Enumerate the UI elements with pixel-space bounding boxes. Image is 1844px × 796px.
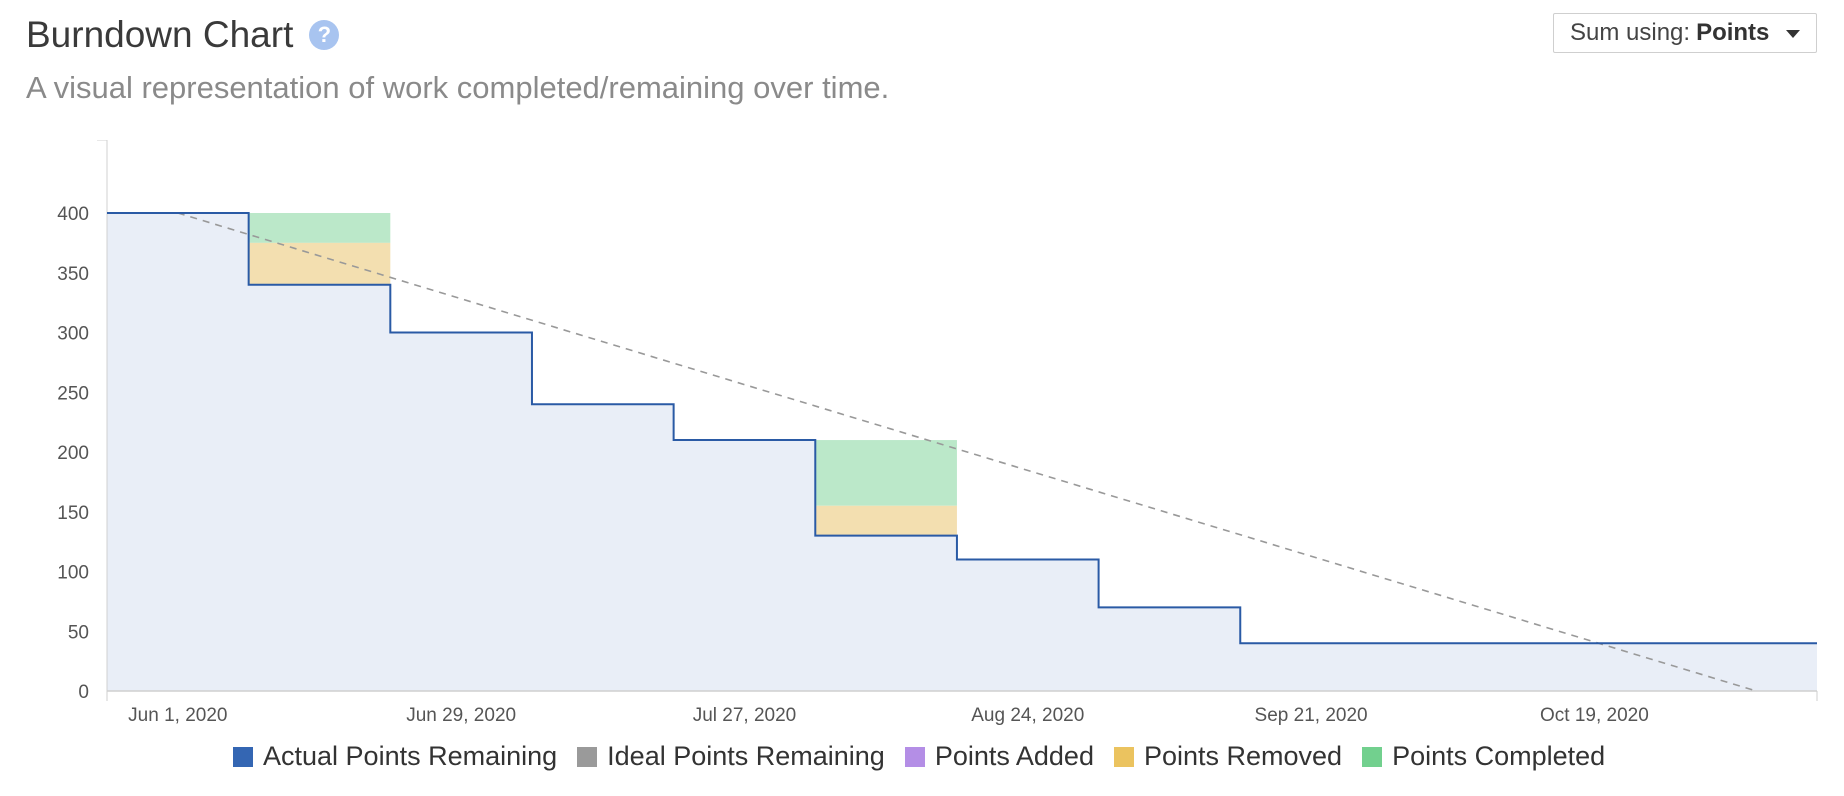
legend-swatch [1362,746,1383,767]
sum-using-value: Points [1696,19,1770,46]
page-subtitle: A visual representation of work complete… [26,70,890,105]
legend-swatch [577,746,598,767]
legend-label: Points Removed [1143,741,1343,771]
help-icon[interactable]: ? [309,20,340,50]
legend-label: Points Completed [1392,741,1606,771]
legend-label: Actual Points Remaining [263,741,558,771]
y-tick-label-350: 350 [57,264,89,285]
legend-item-1[interactable]: Ideal Points Remaining [577,741,885,772]
legend-swatch [904,746,925,767]
x-tick-label-1: Jun 29, 2020 [406,705,516,726]
completed-bar-1 [248,213,391,243]
y-tick-label-250: 250 [57,383,89,404]
page-title: Burndown Chart [26,14,294,55]
y-tick-label-50: 50 [68,622,89,643]
chart-legend: Actual Points Remaining Ideal Points Rema… [233,741,1625,772]
ideal-remaining-line [177,212,1757,692]
x-tick-label-3: Aug 24, 2020 [971,705,1084,726]
sum-using-select[interactable]: Sum using: Points [1553,13,1817,53]
legend-item-0[interactable]: Actual Points Remaining [233,741,557,772]
x-tick-label-4: Sep 21, 2020 [1255,705,1368,726]
title-row: Burndown Chart ? [26,14,340,56]
legend-swatch [233,746,253,767]
y-tick-label-200: 200 [57,443,89,464]
chevron-down-icon [1786,30,1800,38]
actual-remaining-line [107,212,1817,645]
completed-bar-5 [815,440,957,506]
x-tick-label-2: Jul 27, 2020 [693,705,797,726]
removed-bar-1 [248,242,391,285]
legend-label: Ideal Points Remaining [607,741,885,771]
remaining-area [107,213,1817,691]
x-tick-label-0: Jun 1, 2020 [128,705,227,726]
legend-swatch [1113,746,1134,767]
legend-item-3[interactable]: Points Removed [1113,741,1343,772]
burndown-chart: 0 50 100 150 200 250 300 350 400 Jun 1, 2020 Jun 2… [57,140,1818,726]
x-tick-label-5: Oct 19, 2020 [1540,705,1649,726]
sum-using-label: Sum using: [1570,19,1691,46]
legend-item-4[interactable]: Points Completed [1362,741,1605,772]
y-tick-label-300: 300 [57,324,89,345]
y-tick-label-400: 400 [57,204,89,225]
removed-bar-5 [815,505,957,536]
y-tick-label-150: 150 [57,503,89,524]
y-tick-label-0: 0 [78,682,89,703]
legend-label: Points Added [934,741,1094,771]
legend-item-2[interactable]: Points Added [904,741,1094,772]
y-tick-label-100: 100 [57,563,89,584]
